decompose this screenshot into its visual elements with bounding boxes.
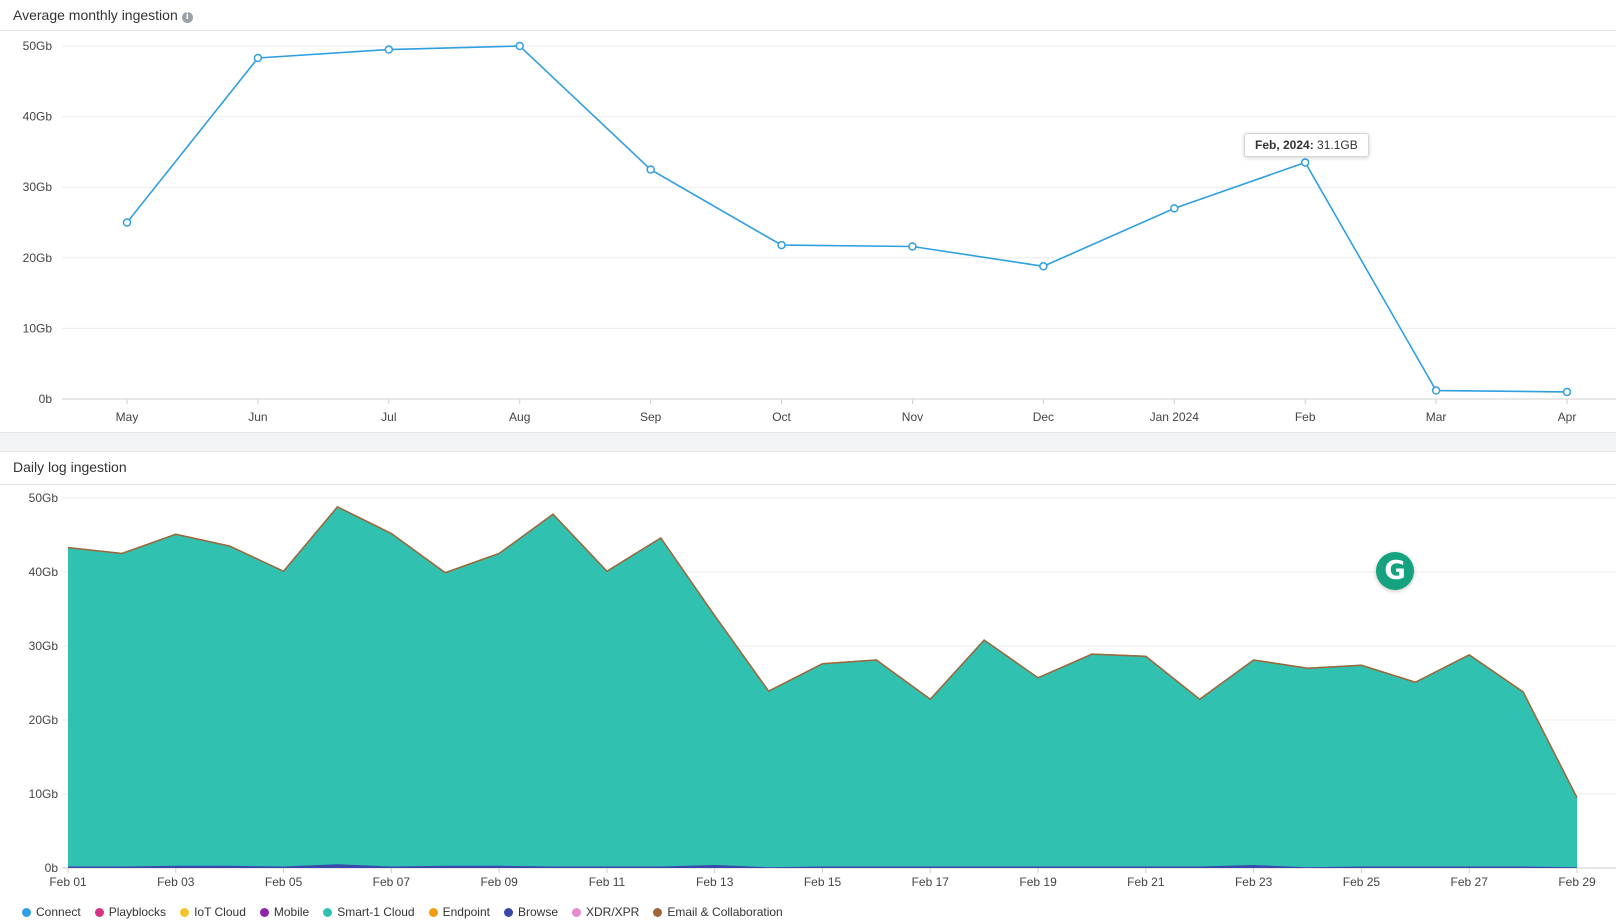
legend-label: XDR/XPR bbox=[586, 905, 640, 919]
legend-label: IoT Cloud bbox=[194, 905, 246, 919]
x-tick-label: Jun bbox=[248, 410, 267, 424]
x-tick-label: Feb 13 bbox=[696, 875, 734, 889]
area-smart-1-cloud bbox=[68, 506, 1577, 868]
legend-label: Email & Collaboration bbox=[667, 905, 783, 919]
chart-tooltip: Feb, 2024: 31.1GB bbox=[1244, 133, 1369, 157]
monthly-panel-header: Average monthly ingestion i bbox=[0, 0, 1616, 31]
legend-item[interactable]: Browse bbox=[503, 903, 558, 921]
legend-label: Mobile bbox=[273, 905, 310, 919]
data-point bbox=[777, 240, 786, 250]
data-point bbox=[1562, 387, 1572, 397]
x-tick-label: Feb 15 bbox=[804, 875, 842, 889]
x-tick-label: Feb 23 bbox=[1235, 875, 1273, 889]
x-tick-label: Feb 07 bbox=[373, 875, 411, 889]
data-point bbox=[1039, 262, 1048, 271]
y-tick-label: 20Gb bbox=[29, 713, 59, 727]
x-tick-label: Feb 19 bbox=[1019, 875, 1057, 889]
x-tick-label: Feb 11 bbox=[589, 875, 626, 889]
x-tick-label: Feb 29 bbox=[1558, 875, 1596, 889]
x-tick-label: Mar bbox=[1426, 410, 1447, 424]
y-tick-label: 50Gb bbox=[23, 39, 53, 53]
y-tick-label: 10Gb bbox=[23, 321, 53, 335]
legend-item[interactable]: IoT Cloud bbox=[180, 903, 246, 921]
x-tick-label: May bbox=[116, 410, 139, 424]
legend-item[interactable]: XDR/XPR bbox=[572, 903, 639, 921]
info-icon[interactable]: i bbox=[181, 12, 193, 23]
legend-label: Smart-1 Cloud bbox=[337, 905, 415, 919]
y-tick-label: 0b bbox=[39, 392, 53, 406]
y-tick-label: 40Gb bbox=[23, 110, 53, 124]
x-tick-label: Feb 17 bbox=[912, 875, 950, 889]
x-tick-label: Apr bbox=[1558, 410, 1577, 424]
line-email-collaboration bbox=[67, 505, 1578, 799]
x-tick-label: Sep bbox=[640, 410, 662, 424]
x-tick-label: Feb 01 bbox=[49, 875, 87, 889]
grammarly-icon[interactable]: G bbox=[1376, 552, 1414, 590]
x-tick-label: Nov bbox=[902, 410, 923, 424]
x-tick-label: Oct bbox=[772, 410, 791, 424]
daily-area-chart: 0b 10Gb 20Gb 30Gb 40Gb 50Gb Feb 01 Feb 03 Feb 05… bbox=[29, 491, 1616, 889]
legend-item[interactable]: Playblocks bbox=[94, 903, 167, 921]
data-point bbox=[1431, 386, 1441, 395]
monthly-panel-title: Average monthly ingestion i bbox=[13, 7, 193, 23]
legend-item[interactable]: Smart-1 Cloud bbox=[323, 903, 415, 921]
y-tick-label: 30Gb bbox=[23, 180, 53, 194]
legend-label: Endpoint bbox=[442, 905, 490, 919]
y-tick-label: 10Gb bbox=[29, 787, 59, 801]
data-point bbox=[646, 165, 655, 174]
x-tick-label: Feb 05 bbox=[265, 875, 303, 889]
legend-label: Playblocks bbox=[108, 905, 167, 919]
x-tick-label: Feb 21 bbox=[1127, 875, 1165, 889]
tooltip-value: 31.1GB bbox=[1317, 138, 1358, 152]
legend-item[interactable]: Mobile bbox=[259, 903, 310, 921]
legend-dot bbox=[94, 907, 104, 917]
data-point bbox=[384, 45, 394, 54]
x-tick-label: Jan 2024 bbox=[1150, 410, 1200, 424]
legend-dot bbox=[180, 907, 190, 917]
legend-dot bbox=[323, 907, 333, 917]
data-point bbox=[515, 41, 524, 51]
data-point bbox=[253, 53, 263, 63]
data-point bbox=[908, 242, 917, 251]
x-tick-label: Feb bbox=[1295, 410, 1316, 424]
panel-divider bbox=[0, 432, 1616, 452]
tooltip-label: Feb, 2024: bbox=[1255, 138, 1314, 152]
legend-dot bbox=[653, 907, 663, 917]
x-tick-label: Feb 09 bbox=[480, 875, 518, 889]
data-point bbox=[1170, 204, 1179, 213]
legend-item[interactable]: Endpoint bbox=[428, 903, 490, 921]
y-tick-label: 40Gb bbox=[29, 565, 59, 579]
x-tick-label: Feb 27 bbox=[1451, 875, 1489, 889]
legend-item[interactable]: Connect bbox=[22, 903, 81, 921]
legend-item[interactable]: Email & Collaboration bbox=[653, 903, 783, 921]
grammarly-letter: G bbox=[1384, 556, 1406, 586]
series-line bbox=[126, 45, 1568, 393]
chart-legend: Connect Playblocks IoT Cloud Mobile Smart-1 … bbox=[22, 903, 797, 921]
x-tick-label: Aug bbox=[509, 410, 530, 424]
legend-dot bbox=[428, 907, 438, 917]
y-tick-label: 30Gb bbox=[29, 639, 59, 653]
y-tick-label: 50Gb bbox=[29, 491, 59, 505]
monthly-line-chart: 0b 10Gb 20Gb 30Gb 40Gb 50Gb May Jun Jul Aug Sep Oct… bbox=[23, 39, 1616, 424]
daily-panel-header: Daily log ingestion bbox=[0, 452, 1616, 485]
y-tick-label: 20Gb bbox=[23, 251, 53, 265]
monthly-panel-title-text: Average monthly ingestion bbox=[13, 7, 178, 23]
legend-dot bbox=[22, 907, 31, 917]
daily-panel-title: Daily log ingestion bbox=[13, 459, 127, 475]
x-tick-label: Feb 03 bbox=[157, 875, 195, 889]
legend-dot bbox=[259, 907, 269, 917]
x-tick-label: Dec bbox=[1033, 410, 1054, 424]
x-tick-label: Feb 25 bbox=[1343, 875, 1381, 889]
legend-label: Browse bbox=[517, 905, 558, 919]
data-point bbox=[1300, 158, 1310, 167]
legend-label: Connect bbox=[36, 905, 81, 919]
legend-dot bbox=[572, 907, 581, 917]
legend-dot bbox=[503, 907, 513, 917]
x-tick-label: Jul bbox=[381, 410, 396, 424]
y-tick-label: 0b bbox=[45, 861, 59, 875]
data-point bbox=[122, 218, 132, 227]
